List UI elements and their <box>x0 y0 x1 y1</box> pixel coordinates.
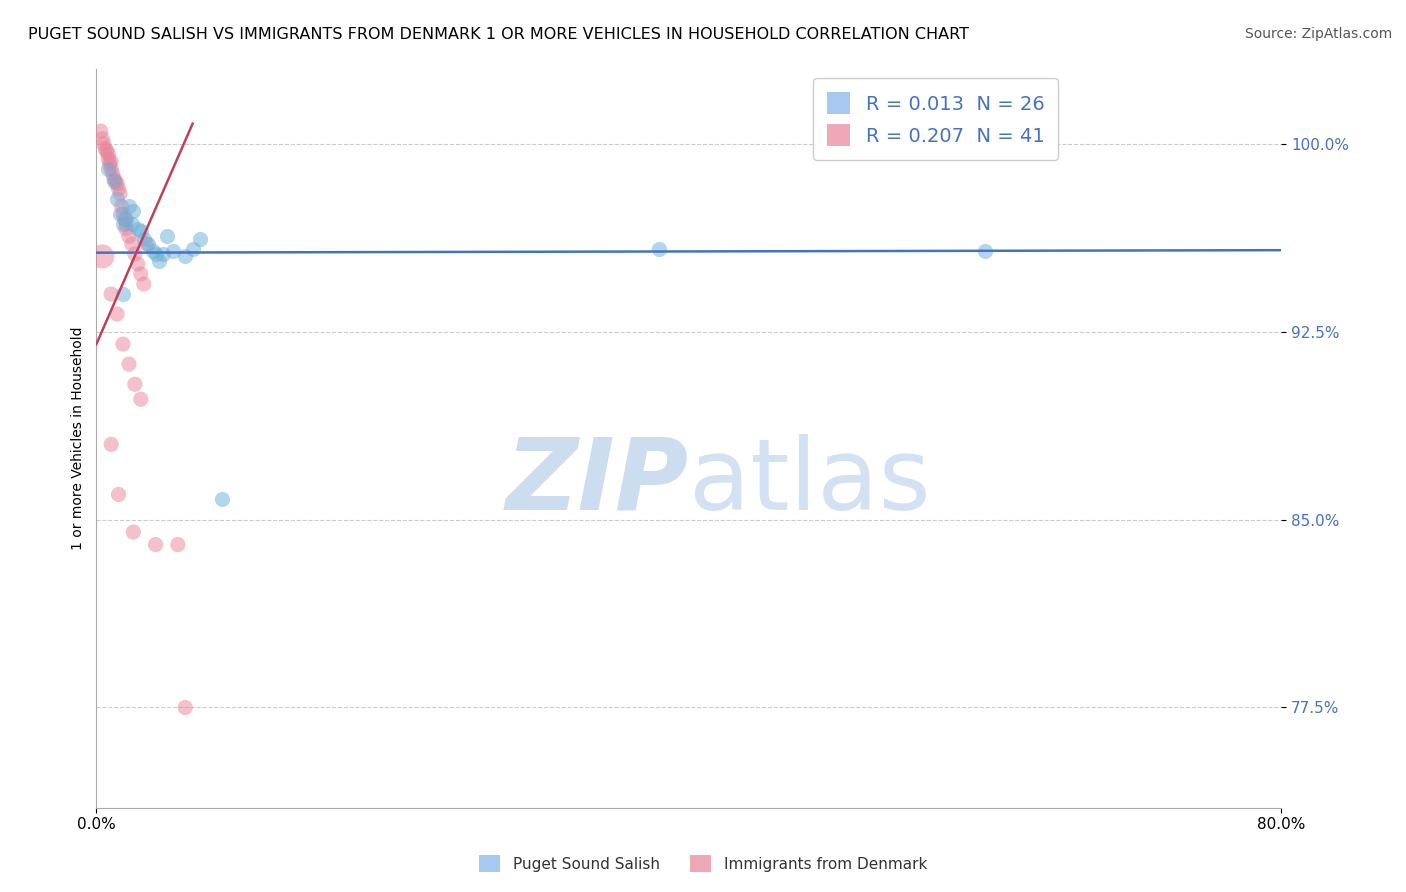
Point <box>118 229 141 244</box>
Point <box>93 136 115 151</box>
Point <box>91 131 114 145</box>
Point <box>162 244 184 259</box>
Point <box>118 199 141 213</box>
Point <box>174 249 197 263</box>
Point <box>98 157 121 171</box>
Point <box>132 277 155 291</box>
Point <box>107 182 129 196</box>
Point <box>104 174 127 188</box>
Point <box>100 287 122 301</box>
Point <box>115 211 138 226</box>
Point <box>115 222 138 236</box>
Point <box>136 236 159 251</box>
Point <box>100 437 122 451</box>
Point <box>100 161 122 176</box>
Text: Source: ZipAtlas.com: Source: ZipAtlas.com <box>1244 27 1392 41</box>
Point <box>111 337 134 351</box>
Point <box>111 217 134 231</box>
Point <box>110 199 132 213</box>
Text: atlas: atlas <box>689 434 931 531</box>
Point <box>97 161 120 176</box>
Point <box>100 154 122 169</box>
Point <box>97 152 120 166</box>
Point <box>124 377 146 392</box>
Point <box>107 487 129 501</box>
Text: ZIP: ZIP <box>506 434 689 531</box>
Point <box>108 207 131 221</box>
Point <box>101 167 124 181</box>
Y-axis label: 1 or more Vehicles in Household: 1 or more Vehicles in Household <box>72 326 86 549</box>
Point <box>122 524 145 539</box>
Point <box>127 257 149 271</box>
Point <box>132 232 155 246</box>
Point <box>129 267 152 281</box>
Point <box>97 146 120 161</box>
Point <box>105 192 128 206</box>
Point <box>108 186 131 201</box>
Point <box>103 174 125 188</box>
Point <box>105 307 128 321</box>
Point <box>121 217 143 231</box>
Point <box>105 177 128 191</box>
Point <box>135 236 157 251</box>
Point <box>114 211 136 226</box>
Point <box>166 538 188 552</box>
Legend: Puget Sound Salish, Immigrants from Denmark: Puget Sound Salish, Immigrants from Denm… <box>471 847 935 880</box>
Point <box>142 244 165 259</box>
Point <box>174 700 197 714</box>
Point <box>145 538 167 552</box>
Legend: R = 0.013  N = 26, R = 0.207  N = 41: R = 0.013 N = 26, R = 0.207 N = 41 <box>813 78 1059 160</box>
Text: PUGET SOUND SALISH VS IMMIGRANTS FROM DENMARK 1 OR MORE VEHICLES IN HOUSEHOLD CO: PUGET SOUND SALISH VS IMMIGRANTS FROM DE… <box>28 27 969 42</box>
Point <box>129 224 152 238</box>
Point <box>127 222 149 236</box>
Point <box>94 142 117 156</box>
Point <box>181 242 204 256</box>
Point <box>145 247 167 261</box>
Point <box>122 204 145 219</box>
Point <box>90 124 112 138</box>
Point <box>103 171 125 186</box>
Point <box>115 217 138 231</box>
Point <box>121 236 143 251</box>
Point <box>129 392 152 407</box>
Point <box>124 247 146 261</box>
Point <box>156 229 179 244</box>
Point <box>974 244 997 259</box>
Point <box>188 232 211 246</box>
Point <box>111 287 134 301</box>
Point <box>118 357 141 371</box>
Point <box>111 207 134 221</box>
Point <box>96 145 118 159</box>
Point <box>148 254 170 268</box>
Point <box>648 242 671 256</box>
Point <box>152 247 174 261</box>
Point <box>91 249 114 263</box>
Point <box>211 492 233 507</box>
